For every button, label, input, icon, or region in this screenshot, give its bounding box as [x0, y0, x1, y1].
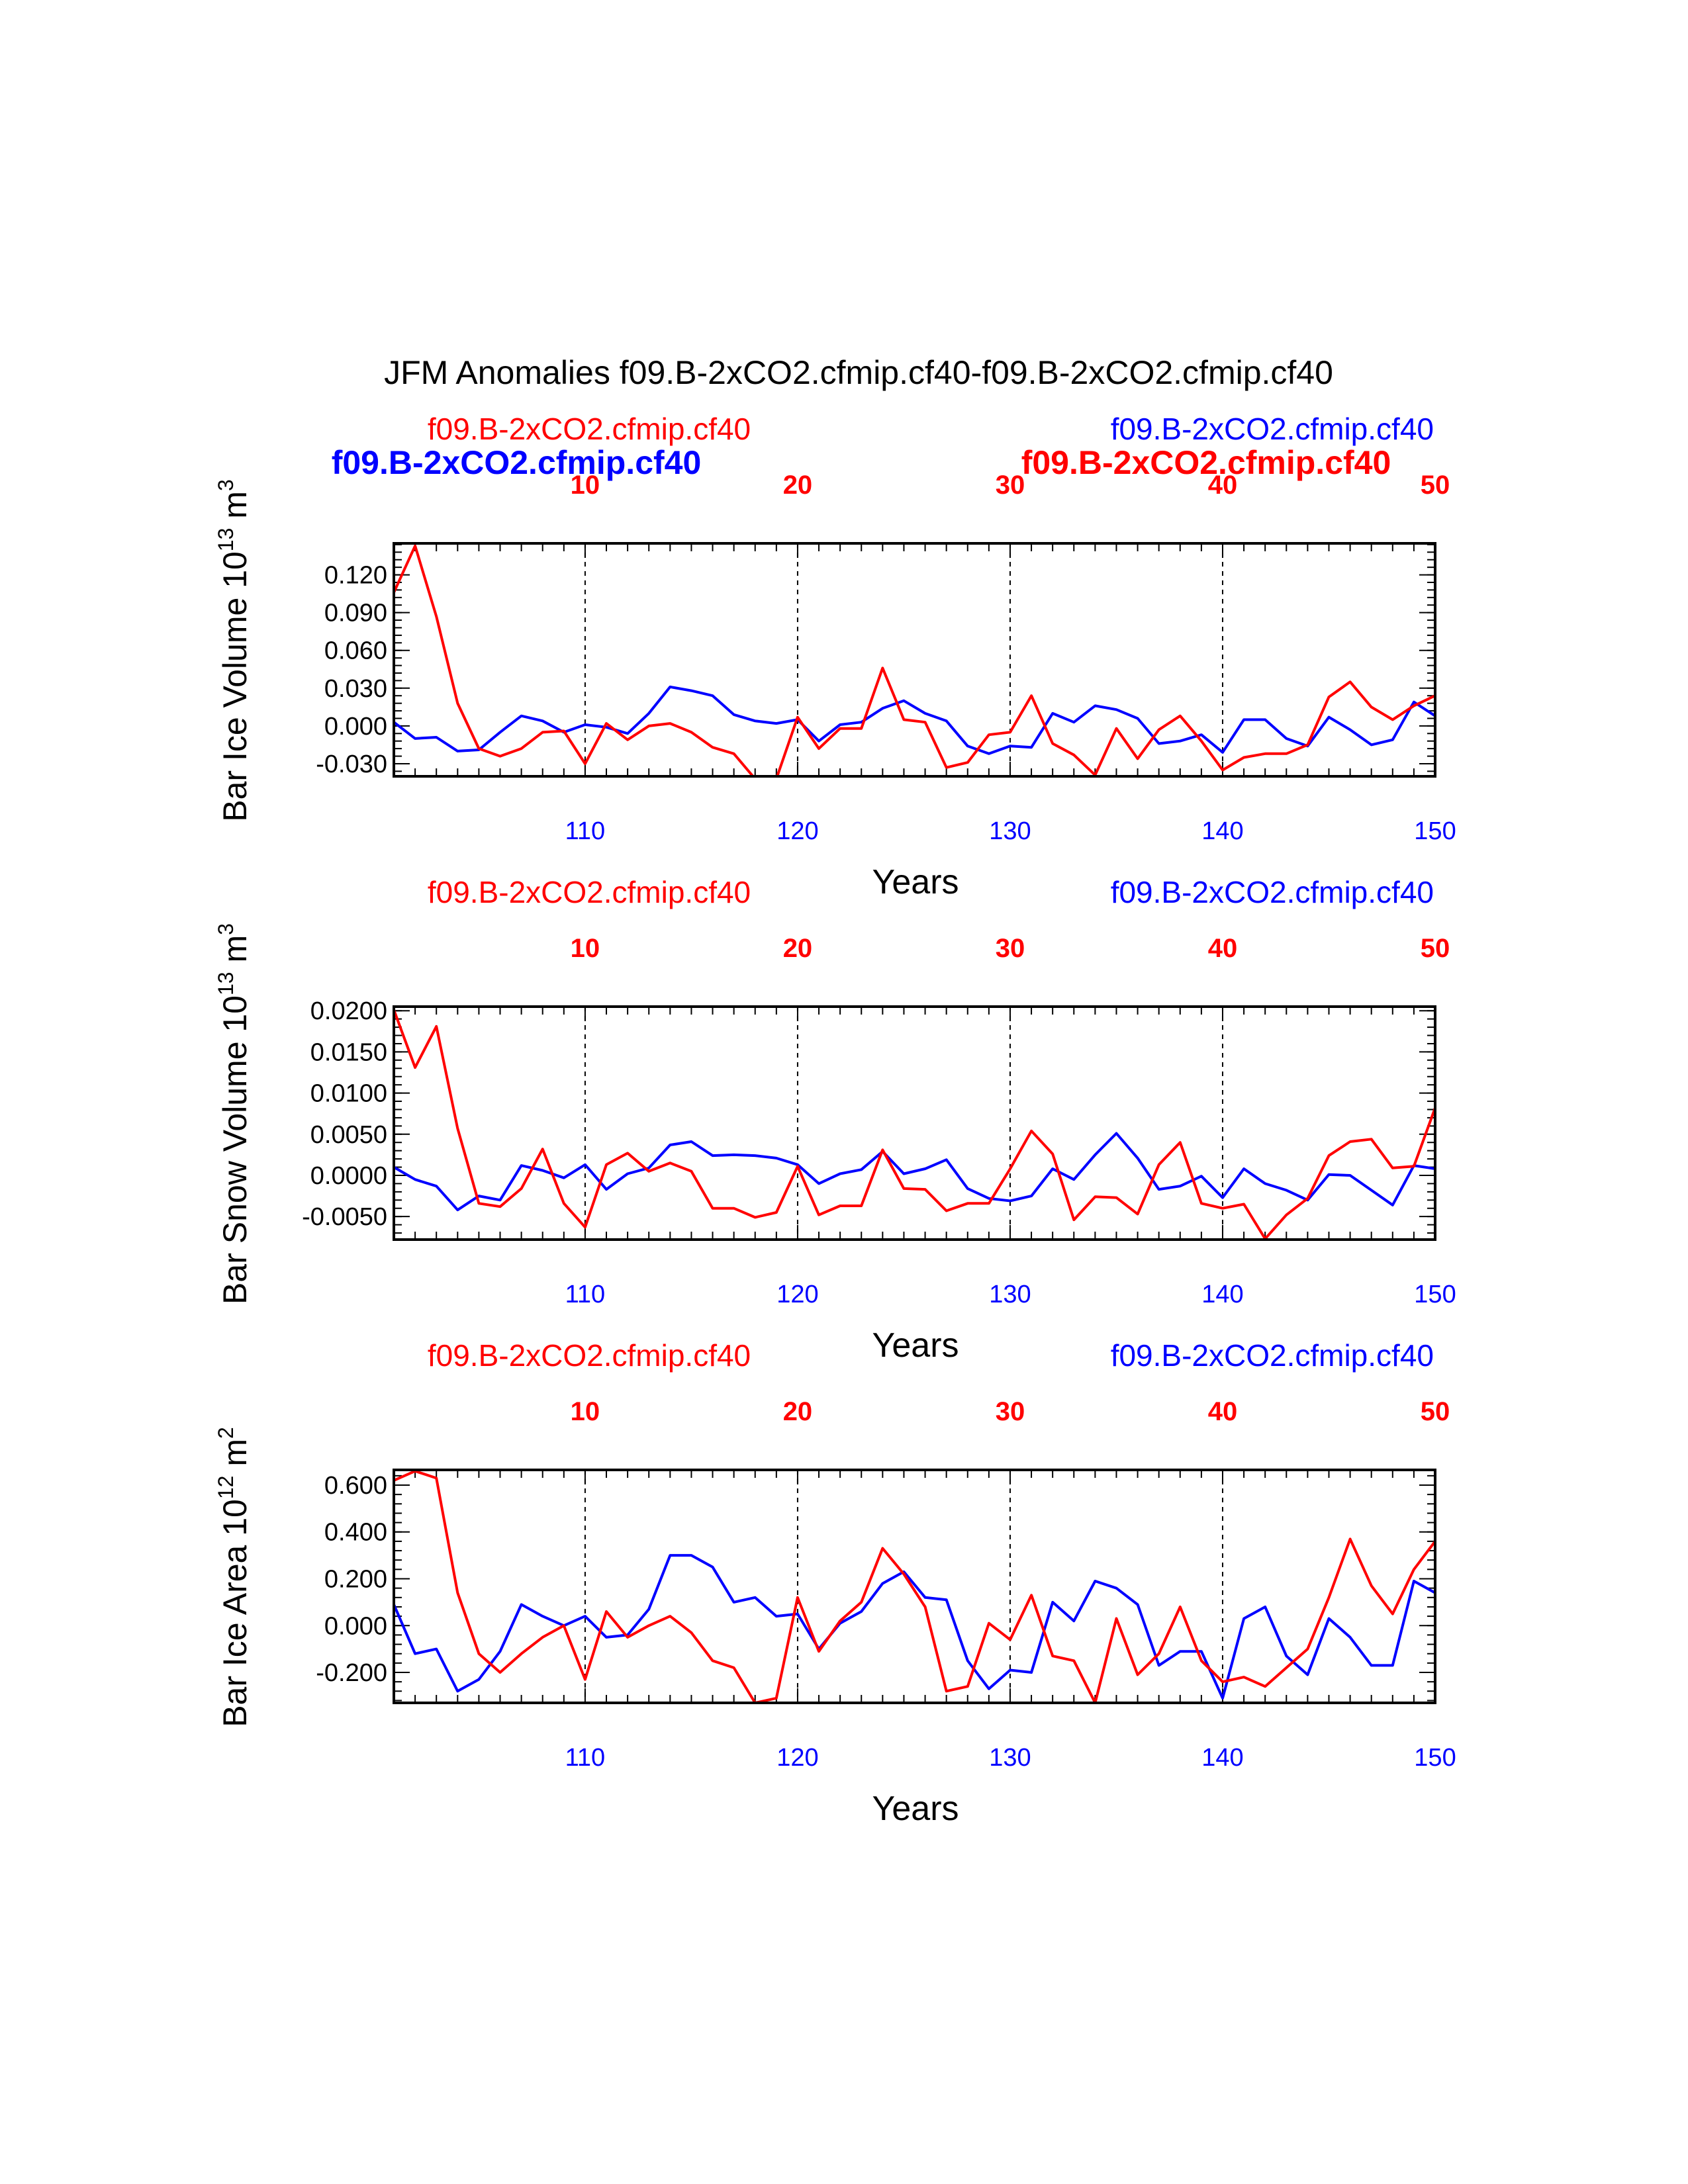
top-tick-label: 10	[571, 471, 600, 500]
y-tick-label: -0.200	[316, 1659, 387, 1687]
bottom-tick-label: 110	[565, 817, 606, 845]
series-line-blue	[394, 1554, 1435, 1700]
y-axis-unit-exponent: 12	[214, 1476, 238, 1500]
top-tick-label: 30	[996, 1397, 1025, 1426]
y-axis-unit-base: 10	[216, 995, 254, 1042]
y-tick-label: 0.0150	[310, 1038, 387, 1066]
y-tick-label: 0.000	[324, 713, 387, 741]
bottom-tick-label: 110	[565, 1281, 606, 1308]
bottom-tick-label: 140	[1201, 817, 1243, 845]
overlay-label-red: f09.B-2xCO2.cfmip.cf40	[1021, 444, 1391, 481]
plot-frame	[393, 542, 1436, 778]
top-right-label: f09.B-2xCO2.cfmip.cf40	[1111, 1338, 1434, 1373]
top-tick-label: 50	[1421, 471, 1450, 500]
y-tick-label: 0.120	[324, 562, 387, 590]
top-right-label: f09.B-2xCO2.cfmip.cf40	[1111, 875, 1434, 909]
top-tick-label: 40	[1208, 1397, 1238, 1426]
panel-1: f09.B-2xCO2.cfmip.cf40 f09.B-2xCO2.cfmip.…	[214, 412, 1456, 901]
y-axis-unit-power: 2	[214, 1427, 238, 1439]
x-axis-label: Years	[872, 863, 959, 901]
x-axis-label: Years	[872, 1790, 959, 1828]
top-tick-label: 20	[783, 934, 813, 963]
plot-frame	[393, 1005, 1436, 1241]
series-line-red	[394, 544, 1435, 776]
top-tick-label: 20	[783, 1397, 813, 1426]
y-tick-label: 0.030	[324, 675, 387, 703]
y-axis-unit-power: 3	[214, 923, 238, 935]
y-axis-label: Bar Snow Volume 1013 m3	[214, 923, 254, 1304]
y-axis-label: Bar Ice Area 1012 m2	[214, 1427, 254, 1727]
y-axis-unit-symbol: m	[216, 491, 254, 528]
top-tick-label: 10	[571, 1397, 600, 1426]
y-tick-label: 0.060	[324, 637, 387, 665]
bottom-tick-label: 150	[1414, 1281, 1456, 1308]
series-line-blue	[394, 685, 1435, 755]
y-tick-label: -0.0050	[302, 1203, 387, 1231]
y-tick-label: 0.600	[324, 1472, 387, 1500]
top-tick-label: 10	[571, 934, 600, 963]
top-tick-label: 40	[1208, 471, 1238, 500]
bottom-tick-label: 150	[1414, 817, 1456, 845]
y-tick-label: 0.000	[324, 1612, 387, 1640]
y-tick-label: 0.200	[324, 1566, 387, 1594]
y-axis-unit-base: 10	[216, 551, 254, 598]
bottom-tick-label: 140	[1201, 1281, 1243, 1308]
top-left-label: f09.B-2xCO2.cfmip.cf40	[428, 412, 751, 446]
bottom-tick-label: 120	[776, 1281, 818, 1308]
y-axis-unit-base: 10	[216, 1499, 254, 1545]
top-right-label: f09.B-2xCO2.cfmip.cf40	[1111, 412, 1434, 446]
y-tick-label: 0.400	[324, 1519, 387, 1547]
x-axis-label: Years	[872, 1326, 959, 1365]
series-line-blue	[394, 1132, 1435, 1212]
chart-title: JFM Anomalies f09.B-2xCO2.cfmip.cf40-f09…	[384, 354, 1333, 391]
bottom-tick-label: 140	[1201, 1744, 1243, 1772]
panel-3: f09.B-2xCO2.cfmip.cf40 f09.B-2xCO2.cfmip.…	[214, 1338, 1456, 1828]
y-axis-unit-exponent: 13	[214, 528, 238, 552]
top-tick-label: 30	[996, 471, 1025, 500]
y-axis-label-text: Bar Ice Volume	[216, 598, 254, 822]
y-axis-unit-exponent: 13	[214, 972, 238, 995]
top-tick-label: 50	[1421, 934, 1450, 963]
bottom-tick-label: 130	[989, 1281, 1031, 1308]
series-line-red	[394, 1470, 1435, 1703]
y-tick-label: 0.0050	[310, 1121, 387, 1149]
y-tick-label: 0.0000	[310, 1162, 387, 1190]
top-tick-label: 40	[1208, 934, 1238, 963]
y-tick-label: -0.030	[316, 751, 387, 778]
bottom-tick-label: 110	[565, 1744, 606, 1772]
y-axis-unit-symbol: m	[216, 935, 254, 972]
series-line-red	[394, 1009, 1435, 1240]
y-axis-label: Bar Ice Volume 1013 m3	[214, 479, 254, 822]
overlay-label-blue: f09.B-2xCO2.cfmip.cf40	[332, 444, 702, 481]
bottom-tick-label: 130	[989, 817, 1031, 845]
y-tick-label: 0.0200	[310, 997, 387, 1025]
bottom-tick-label: 130	[989, 1744, 1031, 1772]
top-tick-label: 30	[996, 934, 1025, 963]
bottom-tick-label: 150	[1414, 1744, 1456, 1772]
plot-frame	[393, 1469, 1436, 1704]
top-tick-label: 50	[1421, 1397, 1450, 1426]
y-axis-unit-symbol: m	[216, 1439, 254, 1476]
y-axis-label-text: Bar Snow Volume	[216, 1042, 254, 1304]
y-axis-label-text: Bar Ice Area	[216, 1545, 254, 1727]
panel-2: f09.B-2xCO2.cfmip.cf40 f09.B-2xCO2.cfmip.…	[214, 875, 1456, 1365]
y-tick-label: 0.090	[324, 600, 387, 627]
y-tick-label: 0.0100	[310, 1080, 387, 1108]
y-axis-unit-power: 3	[214, 479, 238, 491]
bottom-tick-label: 120	[776, 817, 818, 845]
top-left-label: f09.B-2xCO2.cfmip.cf40	[428, 1338, 751, 1373]
bottom-tick-label: 120	[776, 1744, 818, 1772]
top-tick-label: 20	[783, 471, 813, 500]
top-left-label: f09.B-2xCO2.cfmip.cf40	[428, 875, 751, 909]
